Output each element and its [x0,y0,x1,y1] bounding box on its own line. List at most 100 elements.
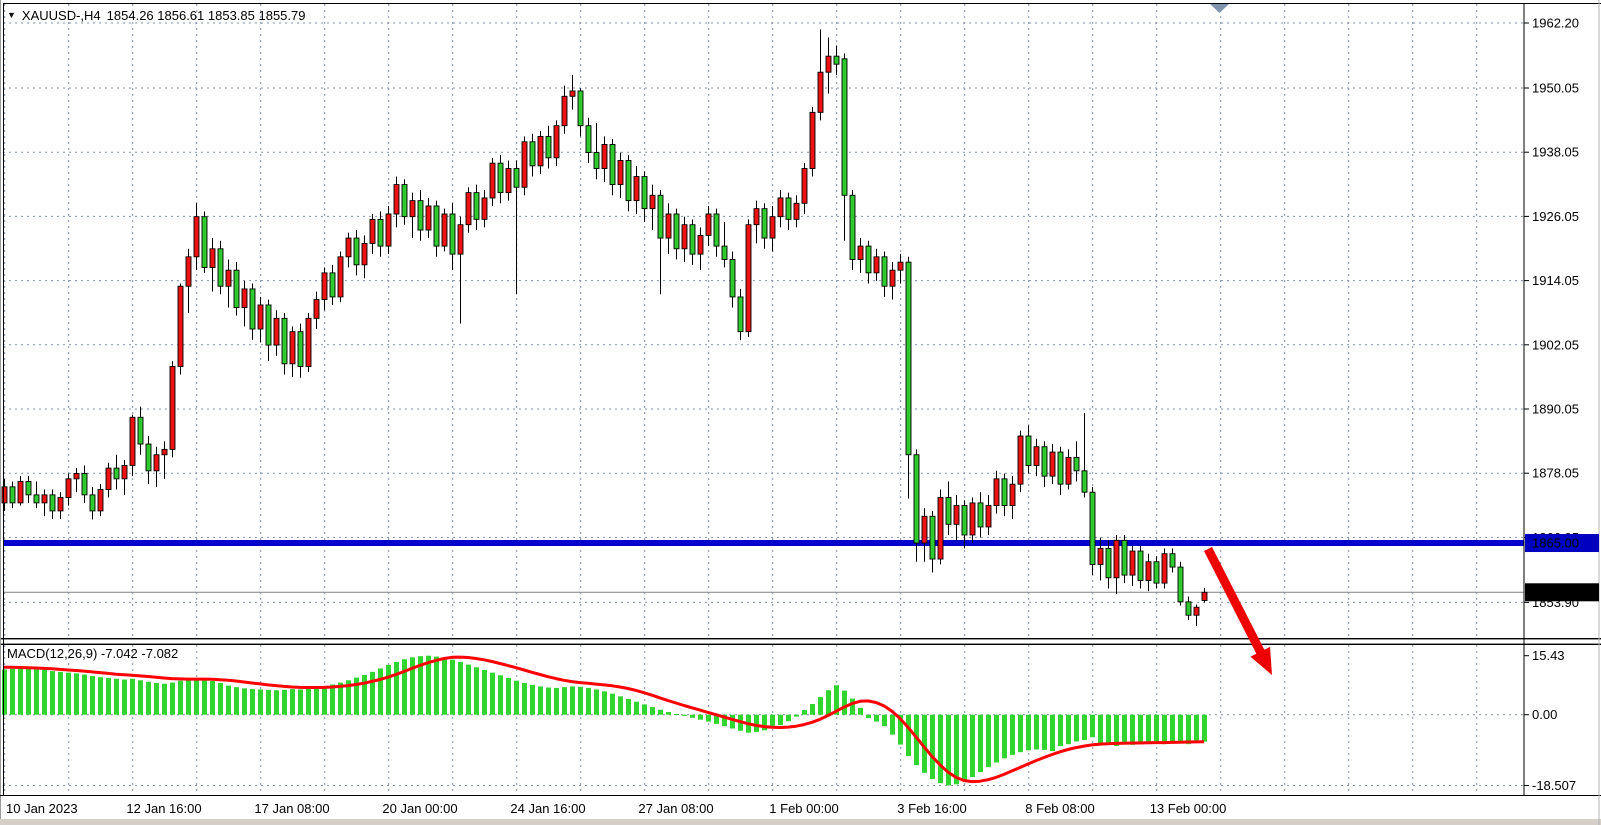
macd-histogram-bar [770,714,775,729]
macd-histogram-bar [954,714,959,785]
macd-histogram-bar [202,679,207,715]
macd-histogram-bar [546,687,551,715]
candlestick [945,497,952,525]
bid-price-badge [1525,583,1599,602]
candlestick [681,224,688,250]
macd-histogram-bar [514,680,519,715]
candlestick [577,90,584,127]
macd-histogram-bar [218,682,223,715]
candlestick [401,184,408,218]
macd-histogram-bar [506,677,511,715]
candlestick [105,467,112,490]
candlestick [1185,601,1192,616]
candlestick [521,141,528,188]
macd-histogram-bar [810,703,815,715]
scroll-to-end-marker-icon[interactable] [1210,4,1229,13]
candlestick [569,90,576,97]
macd-histogram-bar [186,679,191,715]
macd-histogram-bar [98,677,103,715]
macd-histogram-bar [170,682,175,715]
candlestick [97,489,104,512]
candlestick [153,454,160,472]
candlestick [41,494,48,504]
price-axis-label: 1878.05 [1532,466,1579,481]
candlestick [1145,561,1152,581]
macd-histogram-bar [898,714,903,745]
candlestick [489,162,496,199]
macd-histogram-bar [890,714,895,735]
candlestick [465,192,472,226]
macd-histogram-bar [370,671,375,715]
candlestick [881,256,888,287]
macd-histogram-bar [978,714,983,773]
macd-histogram-bar [554,687,559,715]
candlestick [409,200,416,218]
macd-histogram-bar [42,669,47,715]
macd-histogram-bar [906,714,911,756]
candlestick [617,160,624,186]
candlestick [1121,539,1128,576]
candlestick [185,256,192,287]
macd-histogram-bar [586,687,591,715]
candlestick [433,205,440,247]
macd-histogram-bar [786,714,791,722]
price-axis-label: 1902.05 [1532,337,1579,352]
candlestick [897,261,904,271]
macd-histogram-bar [706,714,711,722]
candlestick [545,135,552,159]
macd-histogram-bar [1138,714,1143,743]
candlestick [177,285,184,367]
candlestick [801,168,808,204]
candlestick [273,317,280,346]
candlestick [849,194,856,260]
candlestick [289,331,296,365]
macd-histogram-bar [1186,714,1191,745]
macd-histogram-bar [962,714,967,782]
macd-histogram-bar [250,689,255,715]
candlestick [913,454,920,544]
trend-arrow-head[interactable] [1250,646,1272,675]
candlestick [649,194,656,210]
candlestick [1105,547,1112,579]
candlestick [713,213,720,247]
macd-histogram-bar [394,661,399,715]
macd-histogram-bar [1202,714,1207,742]
macd-histogram-bar [122,679,127,715]
candlestick [721,245,728,260]
candlestick [49,494,56,512]
candlestick [369,218,376,244]
candlestick [449,213,456,255]
macd-histogram-bar [266,689,271,715]
macd-histogram-bar [346,680,351,715]
candlestick [1193,606,1200,616]
macd-histogram-bar [714,714,719,724]
candlestick [769,216,776,239]
macd-histogram-bar [2,669,7,715]
candlestick [145,443,152,472]
macd-axis-label: 0.00 [1532,707,1557,722]
panel-separator-top[interactable] [0,638,1601,640]
macd-histogram-bar [426,655,431,715]
macd-histogram-bar [1058,714,1063,747]
macd-histogram-bar [834,685,839,715]
candlestick [329,272,336,298]
macd-histogram-bar [754,714,759,732]
panel-separator-bottom[interactable] [0,643,1601,645]
macd-histogram-bar [1010,714,1015,755]
symbol-dropdown-icon[interactable]: ▼ [7,10,16,20]
candlestick [673,213,680,250]
candlestick [1001,478,1008,507]
macd-histogram-bar [914,714,919,766]
candlestick [921,515,928,544]
candlestick [977,502,984,528]
time-axis-label: 27 Jan 08:00 [638,801,713,816]
macd-histogram-bar [1018,714,1023,753]
macd-histogram-bar [658,709,663,715]
macd-histogram-bar [18,668,23,715]
macd-histogram-bar [106,677,111,715]
trend-arrow-shaft[interactable] [1203,546,1266,656]
price-axis-label: 1914.05 [1532,273,1579,288]
